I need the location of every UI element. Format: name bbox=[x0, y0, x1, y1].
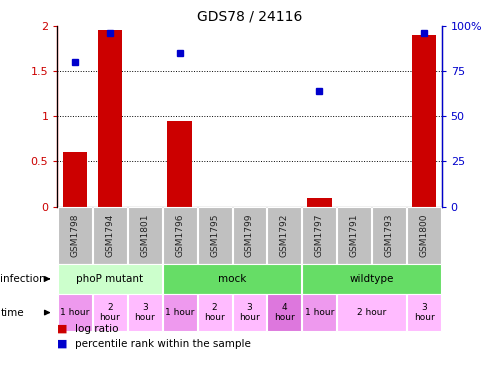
Bar bbox=[307, 198, 331, 207]
Text: GSM1800: GSM1800 bbox=[420, 213, 429, 257]
Bar bbox=[167, 121, 192, 207]
Text: GSM1794: GSM1794 bbox=[105, 213, 114, 257]
Text: GSM1791: GSM1791 bbox=[350, 213, 359, 257]
Bar bbox=[412, 35, 436, 207]
Text: log ratio: log ratio bbox=[75, 324, 118, 334]
Text: phoP mutant: phoP mutant bbox=[76, 274, 143, 284]
Text: 3
hour: 3 hour bbox=[414, 303, 435, 322]
Bar bbox=[63, 152, 87, 207]
Text: GSM1797: GSM1797 bbox=[315, 213, 324, 257]
Text: 2 hour: 2 hour bbox=[357, 308, 386, 317]
Text: 1 hour: 1 hour bbox=[165, 308, 194, 317]
Text: wildtype: wildtype bbox=[350, 274, 394, 284]
Text: mock: mock bbox=[218, 274, 246, 284]
Text: 2
hour: 2 hour bbox=[204, 303, 225, 322]
Text: GSM1793: GSM1793 bbox=[385, 213, 394, 257]
Text: GSM1799: GSM1799 bbox=[245, 213, 254, 257]
Text: GSM1792: GSM1792 bbox=[280, 213, 289, 257]
Text: time: time bbox=[0, 307, 24, 318]
Text: GSM1795: GSM1795 bbox=[210, 213, 219, 257]
Text: ■: ■ bbox=[57, 324, 68, 334]
Text: 3
hour: 3 hour bbox=[239, 303, 260, 322]
Text: 1 hour: 1 hour bbox=[60, 308, 89, 317]
Text: 3
hour: 3 hour bbox=[134, 303, 155, 322]
Text: ■: ■ bbox=[57, 339, 68, 349]
Text: infection: infection bbox=[0, 274, 46, 284]
Text: GSM1796: GSM1796 bbox=[175, 213, 184, 257]
Text: 4
hour: 4 hour bbox=[274, 303, 295, 322]
Text: 2
hour: 2 hour bbox=[99, 303, 120, 322]
Text: 1 hour: 1 hour bbox=[305, 308, 334, 317]
Text: GSM1801: GSM1801 bbox=[140, 213, 149, 257]
Text: percentile rank within the sample: percentile rank within the sample bbox=[75, 339, 250, 349]
Text: GSM1798: GSM1798 bbox=[70, 213, 79, 257]
Title: GDS78 / 24116: GDS78 / 24116 bbox=[197, 9, 302, 23]
Bar bbox=[97, 30, 122, 207]
